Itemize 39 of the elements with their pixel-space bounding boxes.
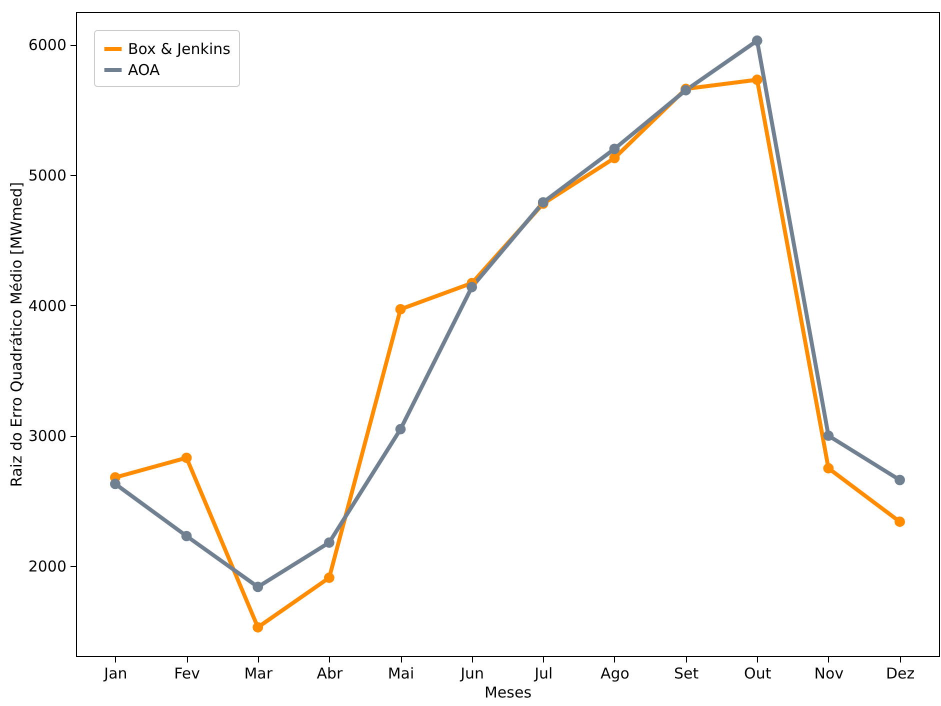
point: [466, 282, 478, 292]
legend-label: AOA: [128, 61, 161, 79]
point: [823, 463, 834, 474]
x-tick-label: Dez: [886, 664, 915, 682]
point: [395, 424, 406, 434]
point: [894, 474, 906, 486]
point: [324, 537, 334, 548]
point: [609, 152, 620, 164]
point: [752, 35, 762, 46]
x-tick-label: Nov: [814, 664, 844, 682]
point: [324, 572, 334, 584]
x-tick-label: Jun: [460, 664, 484, 682]
x-tick-label: Jan: [103, 664, 128, 682]
point: [252, 582, 264, 592]
y-tick-label: 5000: [28, 166, 66, 184]
point: [823, 430, 834, 441]
point: [395, 304, 406, 314]
legend-label: Box & Jenkins: [128, 40, 231, 58]
x-tick-label: Set: [674, 664, 699, 682]
point: [752, 74, 762, 86]
x-tick-label: Ago: [600, 664, 630, 682]
y-tick-label: 3000: [28, 427, 66, 446]
point: [181, 530, 192, 542]
y-tick-label: 4000: [28, 296, 66, 315]
x-tick-label: Jul: [534, 664, 553, 682]
x-tick-label: Fev: [174, 664, 200, 682]
point: [894, 516, 906, 527]
point: [252, 622, 264, 633]
y-axis-title: Raiz do Erro Quadrático Médio [MWmed]: [7, 182, 26, 487]
x-axis-title: Meses: [484, 684, 532, 702]
x-tick-label: Abr: [316, 664, 344, 682]
y-tick-label: 6000: [28, 36, 66, 54]
x-tick-label: Mai: [388, 664, 414, 682]
y-tick-label: 2000: [28, 558, 66, 576]
point: [181, 452, 192, 464]
point: [110, 478, 120, 490]
x-tick-label: Mar: [244, 664, 274, 682]
point: [609, 144, 620, 154]
x-tick-label: Out: [744, 664, 772, 682]
